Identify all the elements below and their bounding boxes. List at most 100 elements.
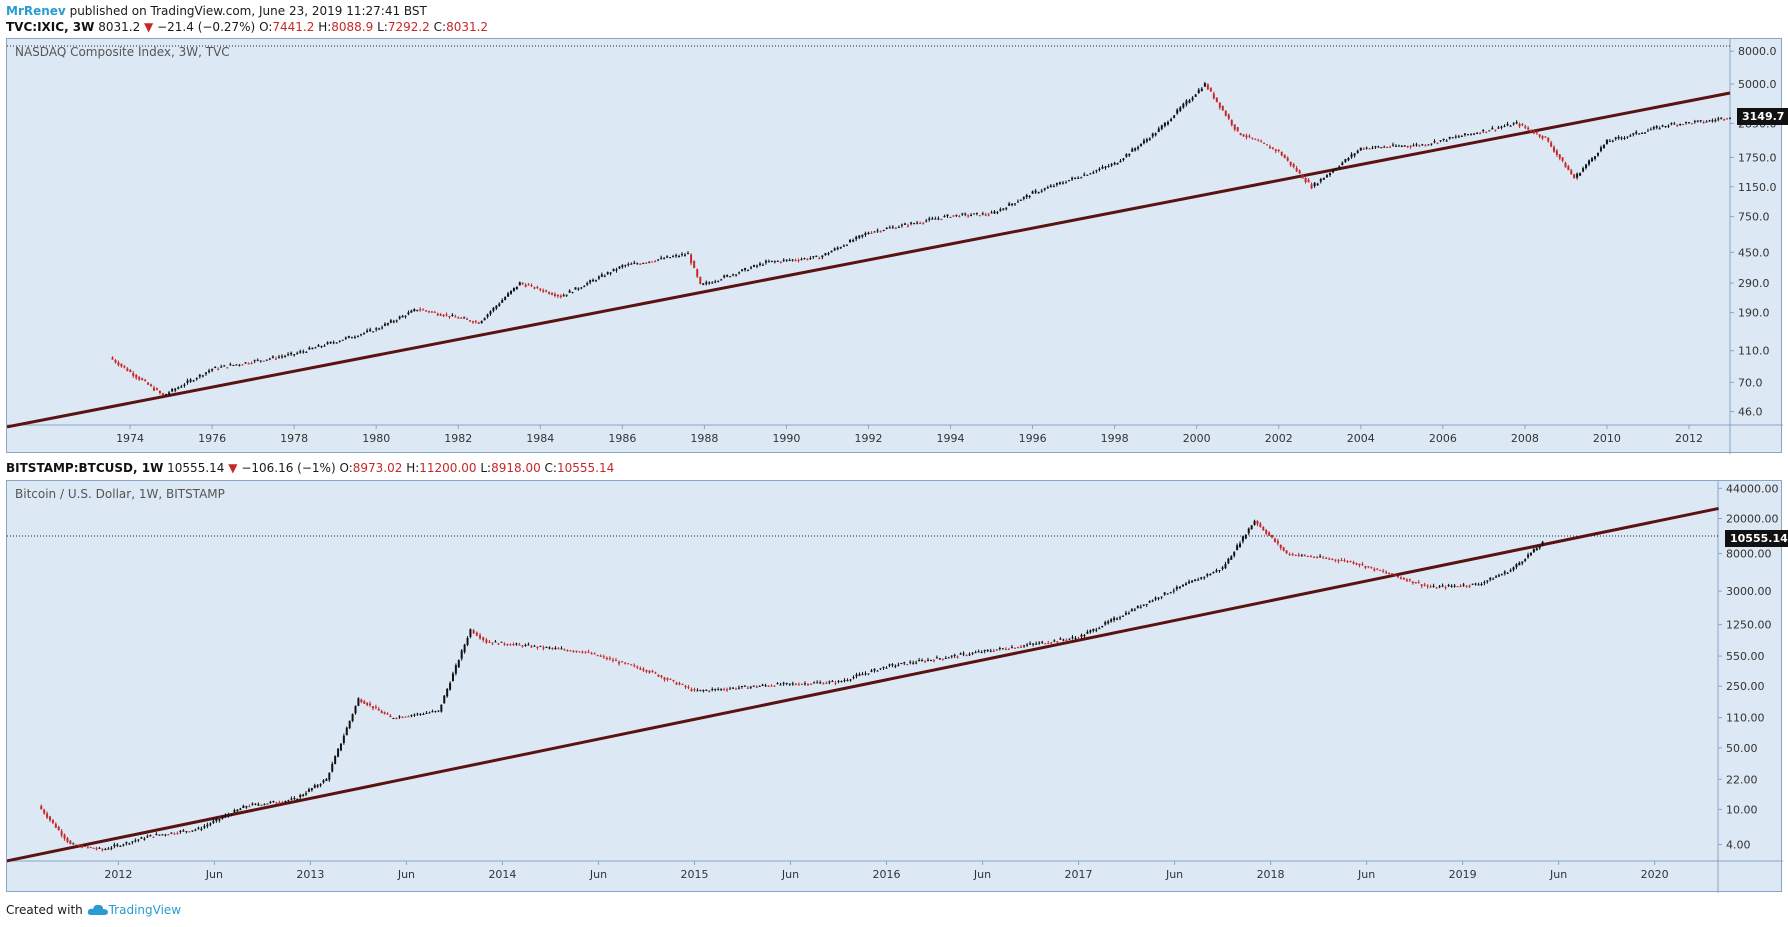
candle-body [1049,185,1052,188]
candle-body [1011,203,1014,206]
candle-body [580,287,583,289]
candle-body [89,847,92,849]
candle-body [815,255,818,257]
candle-body [448,315,451,318]
candle-body [395,717,398,719]
candle-body [463,644,466,652]
candle-body [1400,146,1403,148]
candle-body [907,225,910,227]
candle-body [475,632,478,636]
candle-body [369,329,372,332]
y-tick-label: 46.0 [1738,406,1763,419]
candle-body [111,357,114,360]
btc-quote-line: BITSTAMP:BTCUSD, 1W 10555.14 ▼ −106.16 (… [6,461,614,475]
candle-body [49,816,52,821]
candle-body [167,834,170,836]
nasdaq-symbol[interactable]: TVC:IXIC, 3W [6,20,95,34]
candle-body [357,698,360,706]
candle-body [247,363,250,365]
btc-chart-svg[interactable]: 44000.00 20000.00 8000.00 3000.00 1250.00 550… [7,481,1783,893]
candle-body [1535,548,1538,551]
candle-body [943,215,946,218]
candle-body [278,802,281,804]
candle-body [833,248,836,251]
candle-body [107,848,110,850]
candle-body [1206,84,1209,90]
candle-body [1256,520,1259,525]
candle-body [767,685,770,687]
candle-body [1253,520,1256,525]
y-tick-label: 3000.00 [1726,585,1772,598]
candle-body [284,801,287,803]
candle-body [198,374,201,377]
candle-body [126,368,129,372]
candle-body [1191,580,1194,583]
candle-body [636,263,639,265]
candle-body [1433,141,1436,143]
candle-body [791,683,794,685]
candle-body [1271,535,1274,538]
candle-body [155,834,158,836]
candle-body [605,657,608,660]
candle-body [1576,173,1579,178]
candle-body [392,718,395,720]
candle-body [1160,125,1163,129]
candle-body [1080,634,1083,637]
candle-body [536,646,539,648]
candle-body [527,644,530,646]
candle-body [113,844,116,847]
candle-body [1268,532,1271,536]
author-link[interactable]: MrRenev [6,4,66,18]
candle-body [1215,570,1218,572]
btc-symbol[interactable]: BITSTAMP:BTCUSD, 1W [6,461,164,475]
candle-body [265,359,268,361]
published-text: published on TradingView.com, June 23, 2… [69,4,427,18]
candle-body [325,778,328,781]
candle-body [900,224,903,226]
candle-body [867,673,870,675]
btc-chart-pane[interactable]: 44000.00 20000.00 8000.00 3000.00 1250.00 550… [6,480,1788,893]
candle-body [776,683,779,685]
candle-body [1050,642,1053,644]
candle-body [970,215,973,217]
candle-body [51,819,54,823]
candle-body [1022,196,1025,199]
nasdaq-chart-pane[interactable]: 8000.05000.02850.01750.01150.0750.0450.0… [6,38,1788,454]
candle-body [1349,560,1352,562]
candle-body [946,214,949,217]
candle-body [302,351,305,353]
candle-body [809,258,812,260]
nasdaq-chart-svg[interactable]: 8000.05000.02850.01750.01150.0750.0450.0… [7,39,1783,454]
candle-body [926,659,929,661]
candle-body [1714,120,1717,122]
candle-body [1474,583,1477,585]
btc-pane-title: Bitcoin / U.S. Dollar, 1W, BITSTAMP [15,487,225,501]
candle-body [1268,146,1271,149]
candle-body [651,670,654,672]
candle-body [1473,133,1476,135]
candle-body [594,280,597,282]
candle-body [630,664,633,666]
tradingview-logo-link[interactable]: TradingView [87,903,181,917]
candle-body [849,239,852,243]
candle-body [1368,148,1371,150]
candle-body [183,384,186,386]
candle-body [1364,566,1367,568]
candle-body [687,686,690,688]
candle-body [1453,585,1456,587]
candle-body [419,309,422,311]
x-tick-label: Jun [205,868,223,881]
candle-body [568,290,571,293]
candle-body [1430,143,1433,145]
candle-body [1239,133,1242,135]
candle-body [380,711,383,714]
candle-body [1065,182,1068,184]
candle-body [1221,106,1224,111]
candle-body [1292,164,1295,167]
candle-body [1046,187,1049,189]
candle-body [345,727,348,736]
candle-body [1370,566,1373,568]
candle-body [1436,142,1439,144]
candle-body [1025,194,1028,198]
candle-body [1726,118,1729,120]
